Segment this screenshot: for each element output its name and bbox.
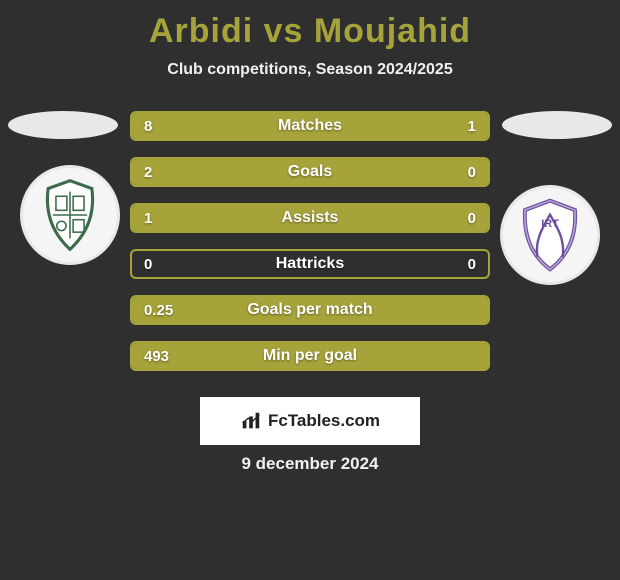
stat-row: Assists10 [130,203,490,233]
shield-icon: IRT [511,196,589,274]
stat-row: Goals20 [130,157,490,187]
bar-left [132,297,488,323]
svg-text:IRT: IRT [541,218,559,230]
stat-row: Min per goal493 [130,341,490,371]
date-label: 9 december 2024 [0,454,620,474]
brand-label: FcTables.com [268,411,380,431]
stat-label: Hattricks [132,251,488,277]
page-title: Arbidi vs Moujahid [0,0,620,51]
bar-right [399,113,488,139]
stat-row: Goals per match0.25 [130,295,490,325]
bar-left [132,159,488,185]
club-badge-left [20,165,120,265]
club-badge-right: IRT [500,185,600,285]
player-photo-left [8,111,118,139]
stat-rows: Matches81 Goals20 Assists10 Hattricks0 0 Goal… [130,111,490,387]
stat-row: Matches81 [130,111,490,141]
stat-value-left: 0 [144,251,152,277]
shield-icon [31,176,109,254]
page-subtitle: Club competitions, Season 2024/2025 [0,61,620,79]
bar-left [132,343,488,369]
bar-chart-icon [240,410,262,432]
player-photo-right [502,111,612,139]
bar-left [132,205,488,231]
stat-row: Hattricks0 0 [130,249,490,279]
bar-left [132,113,399,139]
stat-value-right: 0 [468,251,476,277]
brand-footer: FcTables.com [200,397,420,445]
